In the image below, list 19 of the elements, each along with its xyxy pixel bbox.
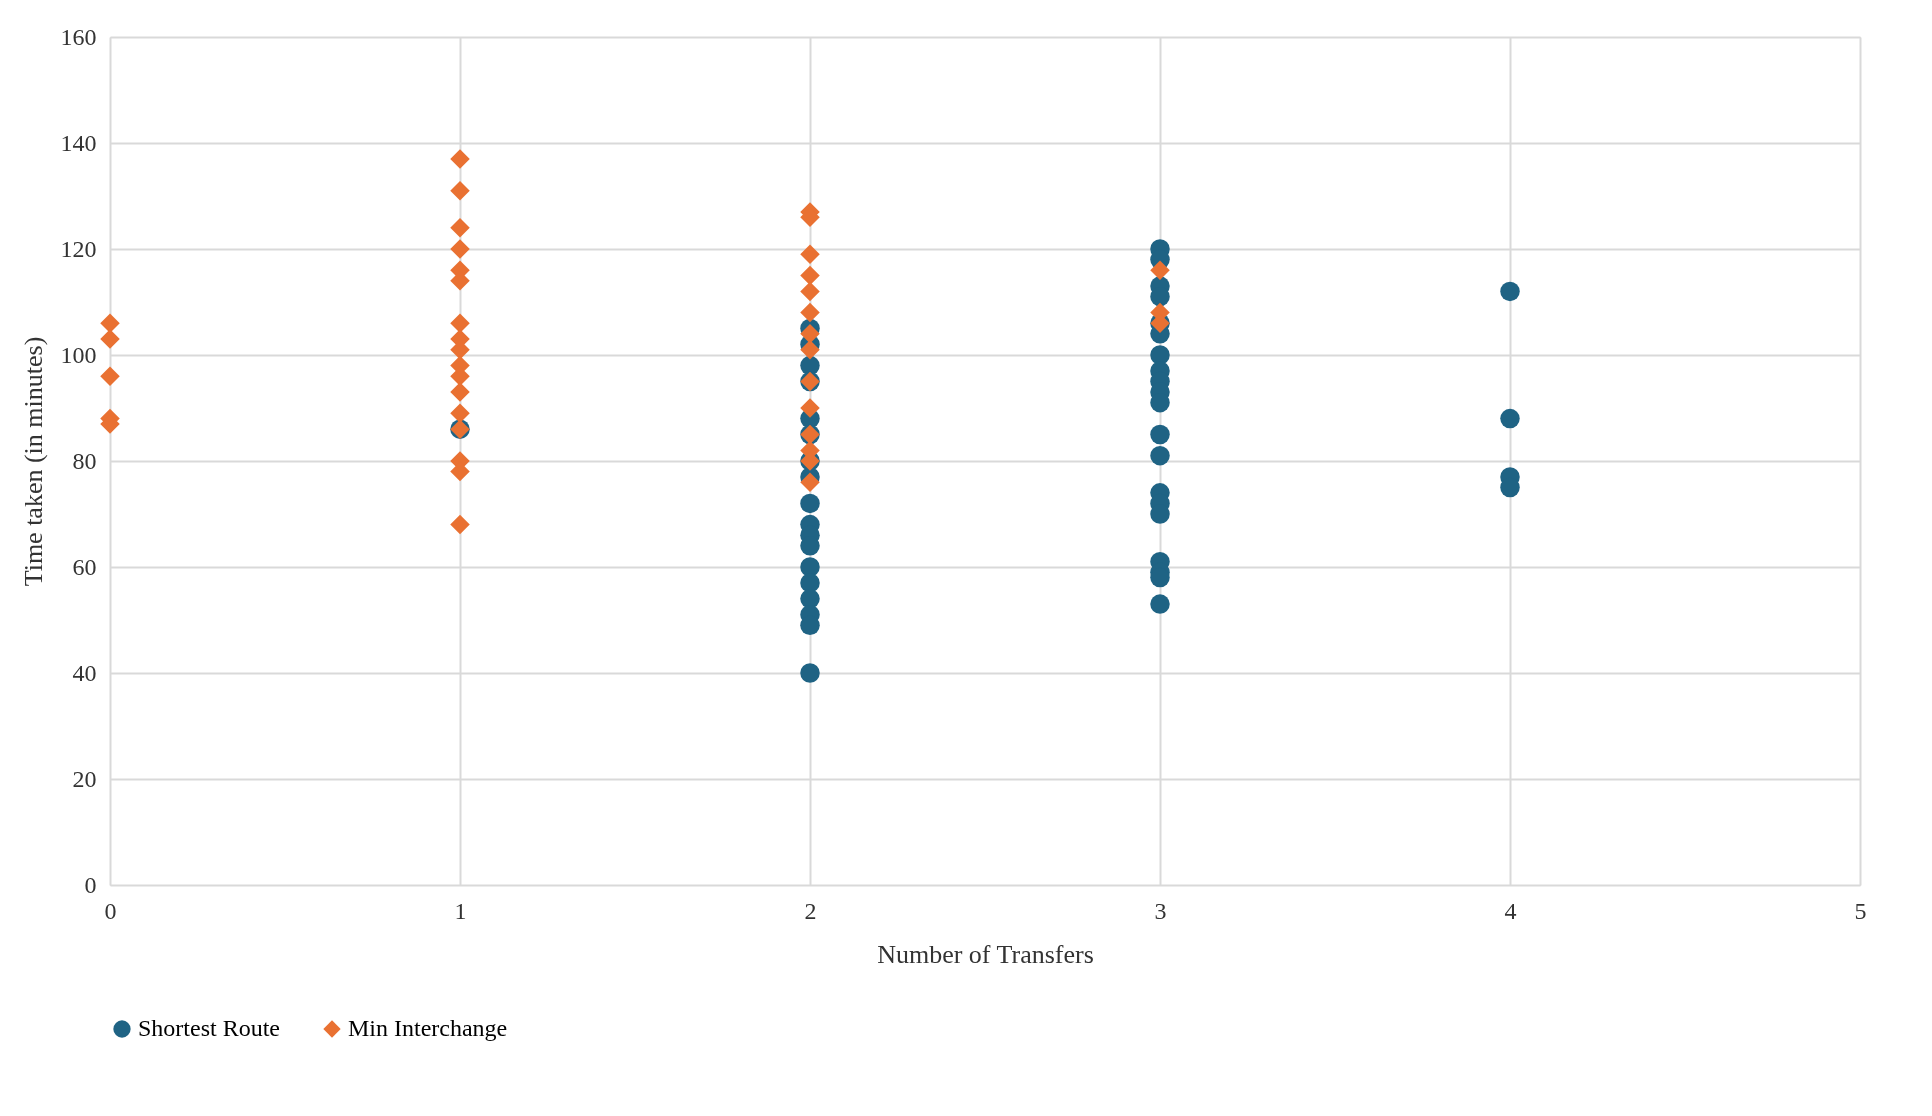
x-tick-label: 3 (1154, 897, 1167, 924)
y-tick-label: 0 (84, 871, 97, 898)
x-axis-title: Number of Transfers (877, 939, 1094, 969)
y-tick-label: 140 (60, 129, 97, 156)
x-tick-label: 2 (804, 897, 817, 924)
x-tick-label: 1 (454, 897, 467, 924)
y-tick-label: 160 (60, 23, 97, 50)
y-tick-label: 100 (60, 341, 97, 368)
y-tick-label: 80 (72, 447, 97, 474)
legend-label: Shortest Route (138, 1015, 280, 1041)
y-tick-label: 60 (72, 553, 97, 580)
x-tick-label: 0 (104, 897, 117, 924)
y-axis-title: Time taken (in minutes) (18, 336, 48, 587)
y-tick-label: 20 (72, 765, 97, 792)
y-tick-label: 40 (72, 659, 97, 686)
x-tick-label: 5 (1854, 897, 1867, 924)
legend-label: Min Interchange (348, 1015, 508, 1041)
x-tick-label: 4 (1504, 897, 1517, 924)
y-tick-label: 120 (60, 235, 97, 262)
